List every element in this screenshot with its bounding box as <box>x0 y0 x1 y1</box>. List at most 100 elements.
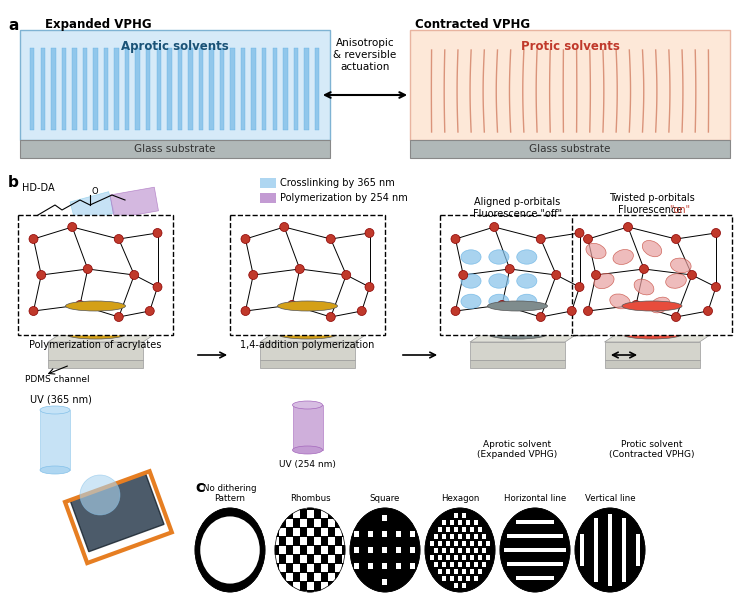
Circle shape <box>326 235 335 244</box>
Text: Polymerization by 254 nm: Polymerization by 254 nm <box>280 193 408 203</box>
Ellipse shape <box>586 244 606 259</box>
Bar <box>209 48 214 130</box>
Circle shape <box>130 271 139 280</box>
Circle shape <box>29 307 38 316</box>
Bar <box>442 547 446 553</box>
Bar <box>271 591 279 599</box>
Bar <box>478 541 482 545</box>
Bar <box>304 48 308 130</box>
Ellipse shape <box>40 466 70 474</box>
Circle shape <box>114 313 123 322</box>
Circle shape <box>639 265 648 274</box>
Ellipse shape <box>293 401 323 409</box>
Circle shape <box>575 283 584 292</box>
Bar <box>125 48 130 130</box>
Bar <box>72 48 77 130</box>
Bar <box>146 48 150 130</box>
Bar <box>341 573 349 581</box>
Circle shape <box>575 229 584 238</box>
Bar <box>314 591 320 599</box>
Circle shape <box>688 271 697 280</box>
Bar <box>410 547 415 553</box>
Circle shape <box>711 283 720 292</box>
Bar <box>482 547 486 553</box>
Bar <box>328 537 335 545</box>
Bar <box>335 582 341 590</box>
Bar <box>48 342 143 360</box>
Bar <box>285 519 293 527</box>
Bar <box>516 520 554 524</box>
Ellipse shape <box>40 406 70 414</box>
Bar <box>604 342 700 360</box>
Bar <box>410 30 730 140</box>
Bar <box>470 541 474 545</box>
Ellipse shape <box>425 508 495 592</box>
Bar <box>335 528 341 536</box>
Bar <box>328 573 335 581</box>
Text: "on": "on" <box>670 205 691 215</box>
Circle shape <box>583 307 592 316</box>
Circle shape <box>552 271 561 280</box>
Polygon shape <box>48 334 155 342</box>
Bar <box>279 546 285 554</box>
Text: UV (365 nm): UV (365 nm) <box>30 395 92 405</box>
Bar <box>65 471 172 563</box>
Bar <box>454 512 458 517</box>
Text: Glass substrate: Glass substrate <box>529 144 611 154</box>
Bar <box>446 541 450 545</box>
Ellipse shape <box>670 258 691 273</box>
Circle shape <box>536 235 545 244</box>
Text: HD-DA: HD-DA <box>22 183 54 193</box>
Circle shape <box>536 313 545 322</box>
Bar <box>382 530 387 536</box>
Bar <box>271 573 279 581</box>
Text: O: O <box>92 187 98 196</box>
Circle shape <box>68 223 77 232</box>
Bar <box>110 187 159 218</box>
Ellipse shape <box>575 508 645 592</box>
Text: Square: Square <box>370 494 400 503</box>
Bar <box>314 48 319 130</box>
Polygon shape <box>470 334 577 342</box>
Bar <box>474 520 478 524</box>
Bar <box>368 530 373 536</box>
Bar <box>299 501 306 509</box>
Circle shape <box>280 223 289 232</box>
Bar <box>156 48 161 130</box>
Ellipse shape <box>666 274 686 289</box>
Bar <box>335 510 341 518</box>
Bar <box>478 569 482 574</box>
Bar <box>434 533 438 539</box>
Bar <box>279 510 285 518</box>
Bar <box>283 48 288 130</box>
Ellipse shape <box>277 301 337 311</box>
Bar <box>450 562 454 566</box>
Bar <box>486 554 490 559</box>
Text: Vertical line: Vertical line <box>585 494 635 503</box>
Bar <box>608 514 612 586</box>
Bar <box>285 555 293 563</box>
Ellipse shape <box>622 301 682 311</box>
Bar <box>252 48 256 130</box>
Bar <box>285 537 293 545</box>
Circle shape <box>451 235 460 244</box>
Bar <box>462 583 466 587</box>
Circle shape <box>671 313 680 322</box>
Bar <box>382 514 387 520</box>
Bar <box>294 48 298 130</box>
Bar <box>442 520 446 524</box>
Circle shape <box>241 235 250 244</box>
Text: Anisotropic
& reversible
actuation: Anisotropic & reversible actuation <box>333 38 396 71</box>
Bar <box>434 547 438 553</box>
Bar <box>20 30 330 140</box>
Ellipse shape <box>277 329 337 339</box>
Circle shape <box>451 307 460 316</box>
Bar <box>48 360 143 368</box>
Bar <box>285 573 293 581</box>
Ellipse shape <box>517 274 537 288</box>
Bar <box>20 140 330 158</box>
Ellipse shape <box>489 274 509 288</box>
Circle shape <box>241 307 250 316</box>
Ellipse shape <box>517 294 537 308</box>
Bar <box>260 342 355 360</box>
